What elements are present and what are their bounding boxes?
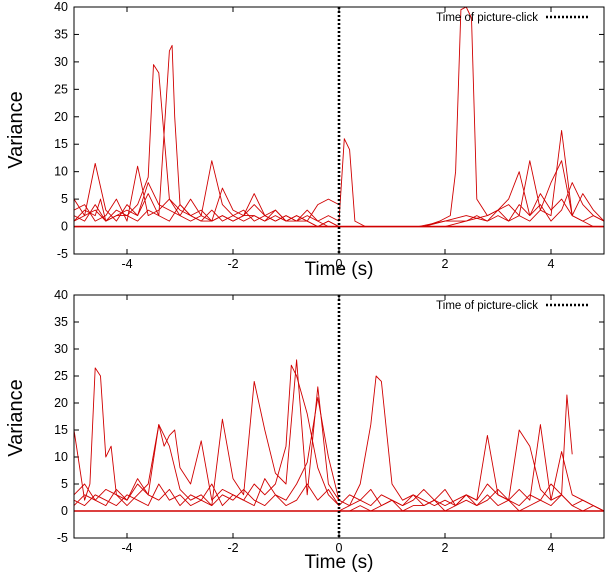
- x-tick-label: 4: [548, 257, 555, 271]
- y-tick-label: 40: [54, 288, 68, 302]
- plot-frame: [73, 294, 605, 539]
- x-axis-label: Time (s): [305, 259, 374, 280]
- x-tick-label: -2: [227, 257, 238, 271]
- series-line-6: [338, 6, 604, 228]
- y-tick-label: 15: [54, 423, 68, 437]
- x-tick-label: 4: [548, 541, 555, 555]
- series-line-8: [339, 494, 605, 512]
- x-tick-label: -4: [121, 541, 132, 555]
- legend-label: Time of picture-click: [436, 300, 538, 312]
- series-line-8: [339, 171, 605, 228]
- y-tick-label: 10: [54, 165, 68, 179]
- y-tick-label: 10: [54, 450, 68, 464]
- series-line-5: [73, 204, 339, 228]
- y-tick-label: 0: [61, 504, 68, 518]
- x-tick-label: 0: [336, 541, 343, 555]
- plot-frame: [73, 6, 605, 255]
- legend-label: Time of picture-click: [436, 12, 538, 24]
- y-tick-label: 35: [54, 27, 68, 41]
- y-tick-label: 5: [61, 192, 68, 206]
- chart-panel-1: -5 0 5 10 15 20 25 30 35 40 -4 -2 0 2 4 Time of picture…: [5, 0, 605, 280]
- series-line-2: [73, 364, 340, 507]
- series-line-5: [338, 375, 573, 507]
- series-line-1: [73, 359, 340, 507]
- y-tick-label: 30: [54, 55, 68, 69]
- series-line-1: [73, 64, 340, 228]
- series-line-7: [338, 483, 605, 512]
- y-tick-label: 0: [61, 220, 68, 234]
- y-tick-label: 20: [54, 396, 68, 410]
- series-line-9: [339, 193, 605, 228]
- series-line-4: [73, 165, 340, 222]
- y-tick-label: 30: [54, 342, 68, 356]
- x-tick-label: -2: [227, 541, 238, 555]
- y-tick-label: -5: [57, 247, 68, 261]
- x-tick-label: 2: [442, 257, 449, 271]
- x-axis-label: Time (s): [305, 552, 374, 573]
- y-tick-label: 15: [54, 137, 68, 151]
- y-tick-label: 40: [54, 0, 68, 14]
- y-tick-label: -5: [57, 531, 68, 545]
- chart-panel-2: -5 0 5 10 15 20 25 30 35 40 -4 -2 0 2 4 Time of picture…: [5, 288, 605, 573]
- y-axis-label: Variance: [5, 91, 27, 168]
- y-tick-label: 5: [61, 477, 68, 491]
- x-tick-label: -4: [121, 257, 132, 271]
- series-line-3: [73, 160, 340, 222]
- y-axis-label: Variance: [5, 379, 27, 456]
- series-line-2: [73, 44, 340, 228]
- y-tick-label: 25: [54, 369, 68, 383]
- y-tick-label: 25: [54, 82, 68, 96]
- series-line-4: [73, 483, 340, 507]
- y-tick-label: 35: [54, 315, 68, 329]
- y-tick-label: 20: [54, 110, 68, 124]
- series-line-3: [73, 397, 340, 507]
- x-tick-label: 0: [336, 257, 343, 271]
- x-tick-label: 2: [442, 541, 449, 555]
